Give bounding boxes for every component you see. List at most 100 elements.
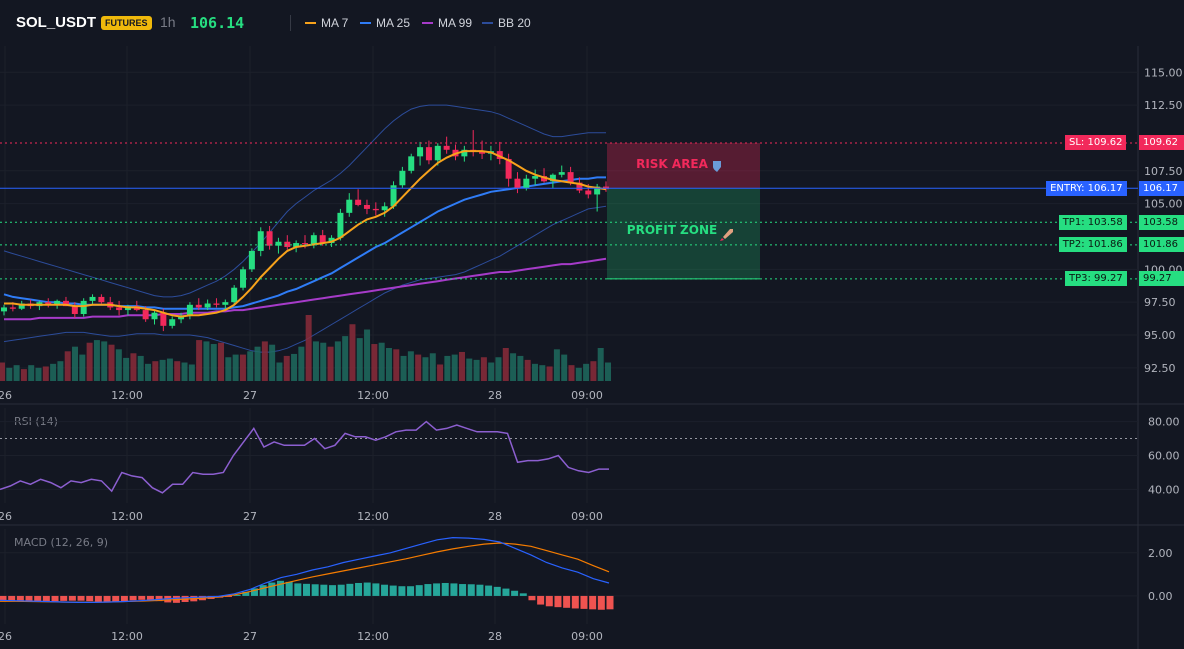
- rsi-axis-tick: 60.00: [1148, 450, 1180, 463]
- interval-selector[interactable]: 1h: [160, 14, 176, 30]
- macd-histogram-bar: [94, 595, 102, 602]
- macd-line: [0, 536, 610, 603]
- candle-body: [532, 176, 539, 179]
- level-price-tag: 101.86: [1139, 237, 1184, 253]
- volume-bar: [539, 365, 546, 381]
- candle-body: [284, 241, 291, 247]
- volume-bar: [123, 357, 130, 381]
- candle-body: [372, 208, 379, 211]
- macd-histogram-bar: [120, 595, 128, 602]
- candle-body: [266, 231, 273, 246]
- legend-ma25[interactable]: MA 25: [360, 16, 410, 30]
- chart-header: SOL_USDT FUTURES 1h 106.14 MA 7 MA 25 MA…: [0, 0, 1184, 46]
- volume-bar: [364, 329, 371, 381]
- macd-histogram-bar: [242, 592, 250, 596]
- rocket-icon: [723, 229, 733, 239]
- volume-bar: [254, 346, 261, 381]
- macd-histogram-bar: [407, 586, 415, 596]
- candle-body: [363, 204, 370, 209]
- volume-bar: [261, 341, 268, 381]
- macd-histogram-bar: [77, 595, 85, 601]
- macd-histogram-bar: [545, 595, 553, 607]
- macd-histogram-bar: [571, 595, 579, 609]
- volume-bar: [218, 342, 225, 381]
- volume-bar: [108, 344, 115, 381]
- legend-ma99[interactable]: MA 99: [422, 16, 472, 30]
- futures-badge: FUTURES: [101, 16, 152, 30]
- macd-histogram-bar: [268, 582, 276, 596]
- x-axis-tick: 27: [243, 630, 257, 643]
- candle-body: [434, 145, 441, 161]
- volume-bar: [473, 359, 480, 381]
- macd-histogram-bar: [606, 595, 614, 610]
- macd-title: MACD (12, 26, 9): [14, 536, 108, 549]
- macd-histogram-bar: [311, 584, 319, 596]
- volume-bar: [334, 341, 341, 381]
- macd-histogram-bar: [528, 595, 536, 601]
- legend-bb20[interactable]: BB 20: [482, 16, 531, 30]
- x-axis-tick: 28: [488, 630, 502, 643]
- level-tag: TP2: 101.86: [1058, 237, 1127, 253]
- volume-bar: [437, 364, 444, 381]
- x-axis-tick: 28: [488, 510, 502, 523]
- candle-body: [461, 149, 468, 157]
- candle-body: [18, 303, 25, 309]
- y-axis-tick: 115.00: [1144, 66, 1183, 79]
- volume-bar: [356, 338, 363, 381]
- volume-bar: [466, 358, 473, 381]
- volume-bar: [166, 358, 173, 381]
- macd-histogram-bar: [224, 595, 232, 597]
- volume-bar: [0, 362, 5, 381]
- volume-bar: [429, 353, 436, 381]
- candle-body: [594, 186, 601, 195]
- symbol-title[interactable]: SOL_USDT: [16, 14, 97, 31]
- macd-histogram-bar: [138, 595, 146, 600]
- legend-ma7[interactable]: MA 7: [305, 16, 348, 30]
- volume-bar: [188, 364, 195, 381]
- macd-histogram-bar: [16, 595, 24, 602]
- legend-ma25-label: MA 25: [376, 16, 411, 30]
- x-axis-tick: 26: [0, 630, 12, 643]
- volume-bar: [6, 367, 13, 381]
- candle-body: [240, 269, 247, 288]
- level-tag: ENTRY: 106.17: [1046, 180, 1127, 196]
- x-axis-tick: 12:00: [357, 630, 389, 643]
- x-axis-tick: 12:00: [111, 510, 143, 523]
- macd-histogram-bar: [259, 585, 267, 596]
- candle-body: [514, 178, 521, 188]
- candle-body: [213, 303, 220, 305]
- volume-bar: [79, 354, 86, 381]
- candle-body: [204, 303, 211, 308]
- candle-body: [549, 174, 556, 182]
- y-axis-tick: 92.50: [1144, 362, 1176, 375]
- volume-bar: [145, 363, 152, 381]
- macd-histogram-bar: [433, 583, 441, 596]
- macd-histogram-bar: [285, 581, 293, 596]
- volume-bar: [546, 366, 553, 381]
- macd-histogram-bar: [320, 584, 328, 596]
- macd-histogram-bar: [276, 580, 284, 596]
- candle-body: [523, 178, 530, 188]
- volume-bar: [269, 344, 276, 381]
- volume-bar: [393, 349, 400, 381]
- rsi-axis-tick: 80.00: [1148, 416, 1180, 429]
- macd-axis-tick: 2.00: [1148, 547, 1173, 560]
- header-divider: [290, 15, 291, 31]
- volume-bar: [575, 367, 582, 381]
- macd-histogram-bar: [337, 584, 345, 596]
- volume-bar: [590, 361, 597, 381]
- x-axis-tick: 09:00: [571, 510, 603, 523]
- volume-bar: [130, 353, 137, 381]
- macd-histogram-bar: [112, 595, 120, 602]
- volume-bar: [101, 341, 108, 381]
- macd-histogram-bar: [519, 593, 527, 596]
- volume-bar: [407, 351, 414, 381]
- macd-histogram-bar: [476, 584, 484, 596]
- last-price: 106.14: [190, 14, 245, 32]
- level-price-tag: 109.62: [1139, 135, 1184, 151]
- level-tag: SL: 109.62: [1065, 135, 1127, 151]
- volume-bar: [181, 362, 188, 381]
- macd-histogram-bar: [42, 595, 50, 602]
- candle-body: [9, 307, 16, 309]
